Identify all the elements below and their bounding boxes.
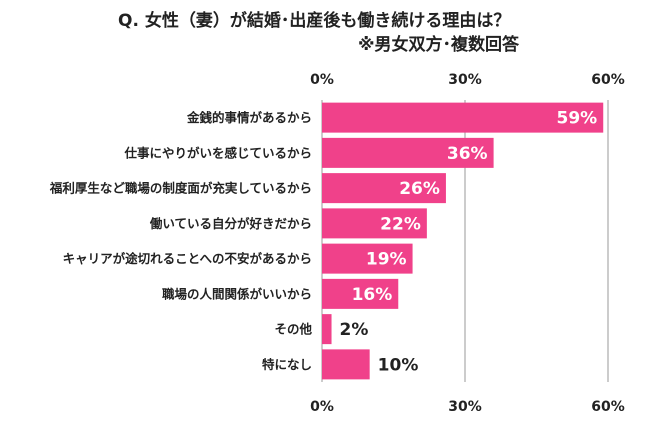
data-label-7: 10% (378, 355, 419, 375)
category-label-1: 仕事にやりがいを感じているから (123, 145, 312, 160)
data-label-3: 22% (380, 214, 421, 234)
data-label-2: 26% (399, 179, 440, 199)
category-label-2: 福利厚生など職場の制度面が充実しているから (49, 181, 312, 196)
category-label-4: キャリアが途切れることへの不安があるから (63, 251, 312, 266)
bar-3 (322, 208, 427, 239)
category-label-6: その他 (274, 322, 312, 337)
bar-1 (322, 137, 494, 168)
category-label-7: 特になし (262, 357, 312, 372)
bar-0 (322, 102, 604, 133)
tick-label-top-1: 30% (448, 72, 482, 88)
data-label-6: 2% (340, 320, 369, 340)
bar-4 (322, 243, 413, 274)
tick-label-bottom-0: 0% (310, 399, 334, 415)
category-label-0: 金銭的事情があるから (186, 110, 312, 125)
bar-5 (322, 278, 399, 309)
data-label-1: 36% (447, 144, 488, 164)
bar-7 (322, 349, 370, 380)
data-label-0: 59% (557, 109, 598, 129)
tick-label-top-0: 0% (310, 72, 334, 88)
tick-label-bottom-1: 30% (448, 399, 482, 415)
tick-label-top-2: 60% (591, 72, 625, 88)
tick-label-bottom-2: 60% (591, 399, 625, 415)
data-label-5: 16% (352, 285, 393, 305)
bar-2 (322, 173, 446, 204)
chart-title: Q. 女性（妻）が結婚･出産後も働き続ける理由は？ (118, 11, 511, 31)
bar-6 (322, 314, 332, 345)
chart-subtitle: ※男女双方･複数回答 (358, 35, 520, 55)
category-label-3: 働いている自分が好きだから (149, 216, 312, 231)
data-label-4: 19% (366, 250, 407, 270)
category-label-5: 職場の人間関係がいいから (162, 286, 312, 301)
